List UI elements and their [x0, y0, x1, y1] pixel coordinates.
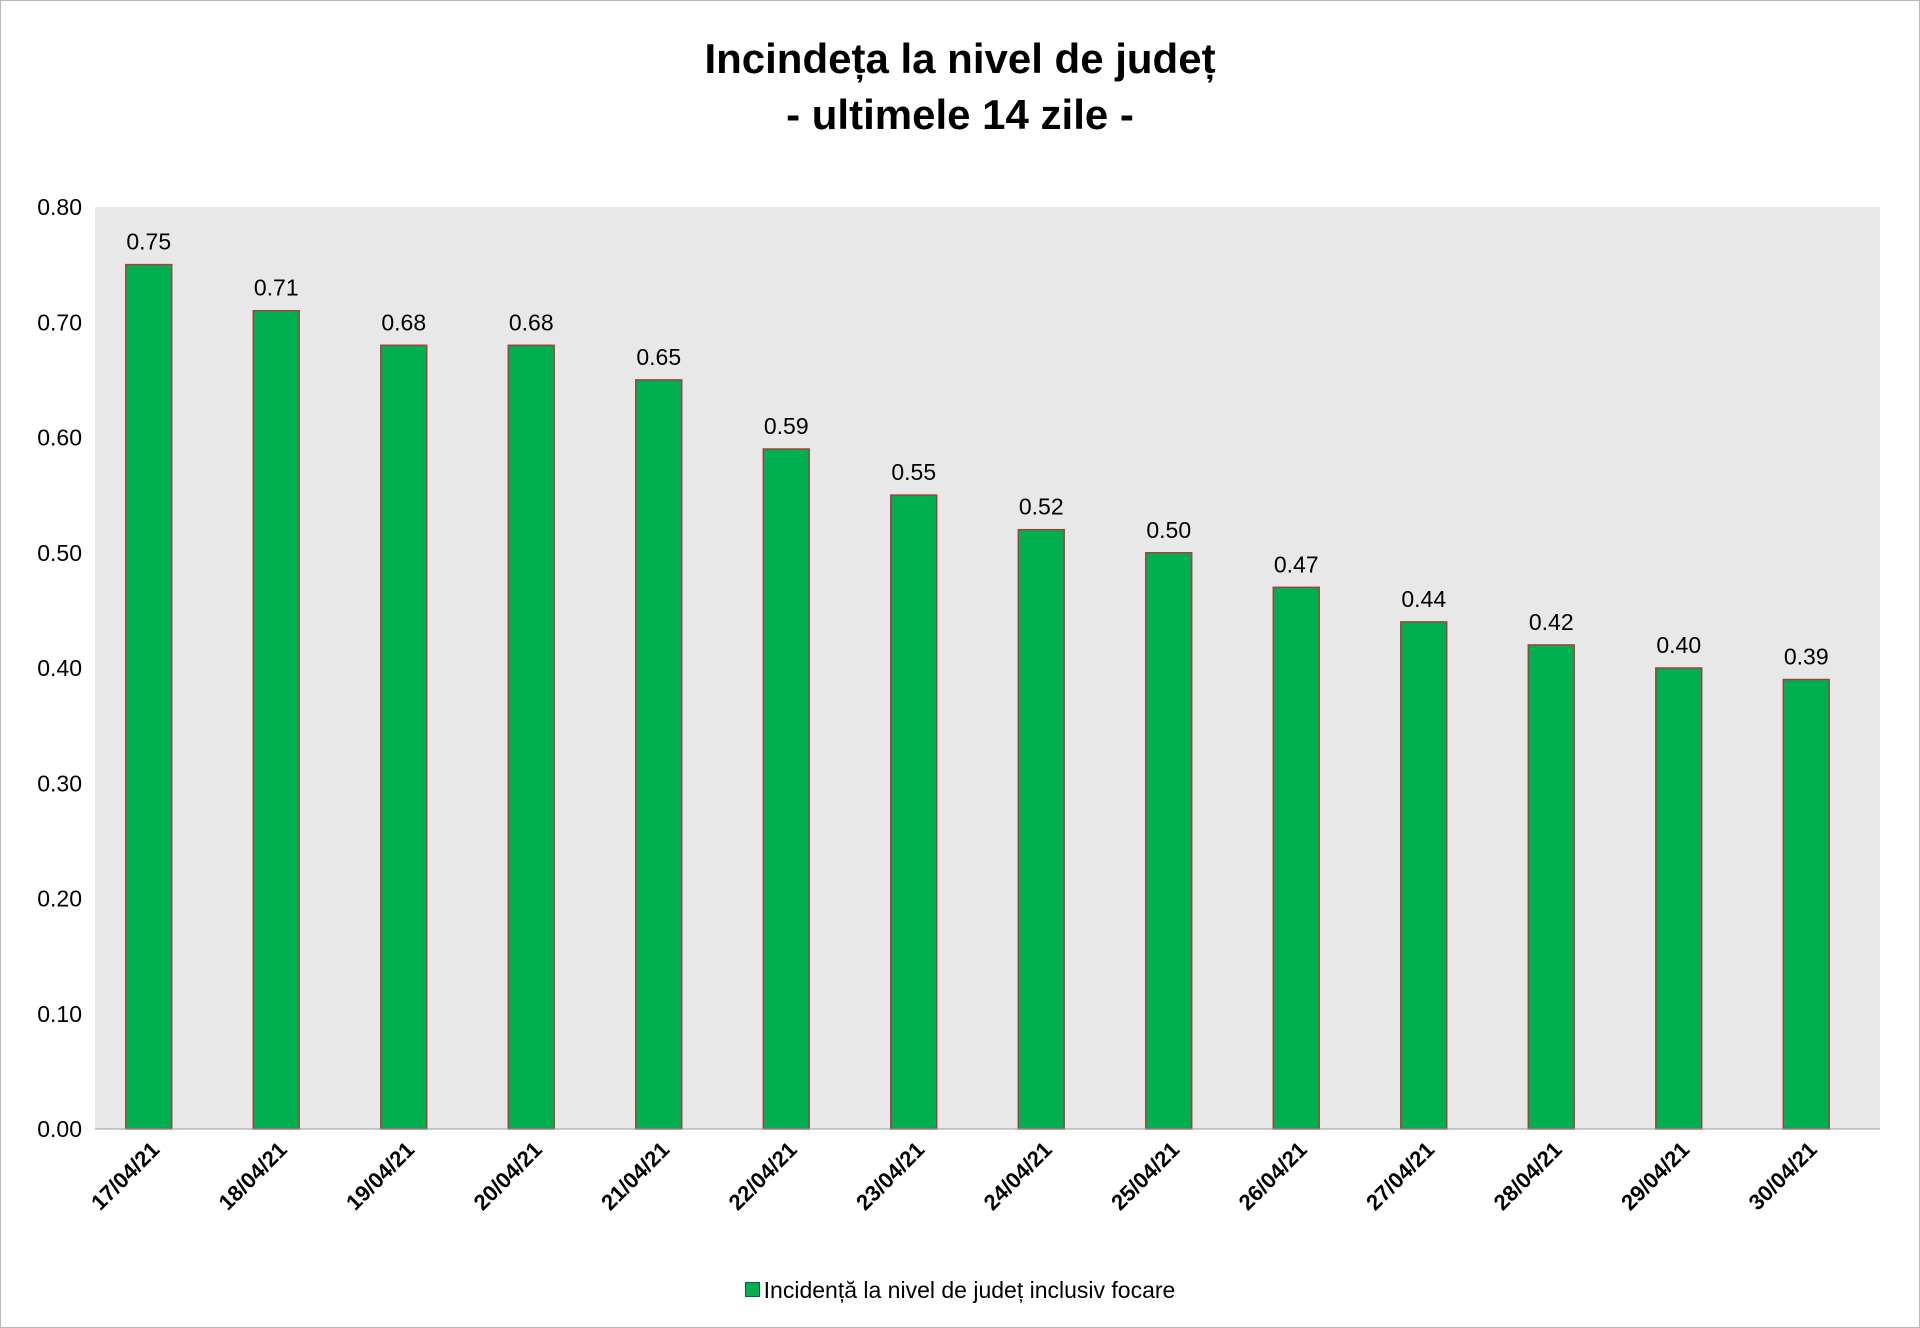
data-label: 0.44: [1401, 586, 1446, 612]
bar-23/04/21: [890, 494, 938, 1130]
bar-21/04/21: [635, 379, 683, 1130]
legend: Incidență la nivel de județ inclusiv foc…: [0, 1277, 1920, 1304]
x-tick-label: 20/04/21: [469, 1137, 547, 1215]
y-tick-label: 0.80: [37, 194, 82, 220]
bar-chart: 0.00 0.10 0.20 0.30 0.40 0.50 0.60 0.70 0.80 0.75…: [37, 194, 1880, 1215]
data-label: 0.68: [509, 309, 554, 335]
bar-22/04/21: [762, 448, 810, 1130]
x-tick-label: 27/04/21: [1361, 1137, 1439, 1215]
x-tick-label: 29/04/21: [1616, 1137, 1694, 1215]
bar-24/04/21: [1017, 528, 1065, 1130]
data-label: 0.59: [764, 413, 809, 439]
bar-19/04/21: [380, 344, 428, 1130]
data-label: 0.39: [1784, 644, 1829, 670]
y-tick-label: 0.10: [37, 1001, 82, 1027]
y-tick-label: 0.60: [37, 425, 82, 451]
bar-18/04/21: [252, 309, 300, 1130]
x-tick-label: 17/04/21: [86, 1137, 164, 1215]
bar-25/04/21: [1145, 552, 1193, 1130]
data-label: 0.75: [126, 229, 171, 255]
bar-28/04/21: [1527, 644, 1575, 1130]
y-tick-label: 0.40: [37, 655, 82, 681]
y-tick-label: 0.00: [37, 1116, 82, 1142]
data-label: 0.50: [1146, 517, 1191, 543]
y-tick-label: 0.50: [37, 540, 82, 566]
data-label: 0.65: [636, 344, 681, 370]
bar-20/04/21: [507, 344, 555, 1130]
x-tick-label: 30/04/21: [1744, 1137, 1822, 1215]
plot-area: [95, 207, 1880, 1129]
chart-title: Incindeța la nivel de județ: [704, 35, 1216, 82]
y-tick-label: 0.20: [37, 886, 82, 912]
data-label: 0.52: [1019, 494, 1064, 520]
y-tick-label: 0.70: [37, 309, 82, 335]
data-label: 0.68: [381, 309, 426, 335]
x-tick-label: 25/04/21: [1106, 1137, 1184, 1215]
bar-17/04/21: [125, 263, 173, 1130]
x-tick-label: 21/04/21: [596, 1137, 674, 1215]
x-tick-label: 23/04/21: [851, 1137, 929, 1215]
chart-subtitle: - ultimele 14 zile -: [786, 91, 1134, 138]
legend-swatch: [744, 1282, 760, 1297]
x-tick-label: 19/04/21: [341, 1137, 419, 1215]
x-tick-label: 24/04/21: [979, 1137, 1057, 1215]
data-label: 0.42: [1529, 609, 1574, 635]
y-tick-label: 0.30: [37, 770, 82, 796]
legend-label: Incidență la nivel de județ inclusiv foc…: [763, 1277, 1176, 1303]
data-label: 0.47: [1274, 551, 1319, 577]
data-label: 0.71: [254, 275, 299, 301]
bar-27/04/21: [1400, 621, 1448, 1130]
bar-29/04/21: [1655, 667, 1703, 1130]
x-tick-label: 26/04/21: [1234, 1137, 1312, 1215]
data-label: 0.55: [891, 459, 936, 485]
x-tick-label: 28/04/21: [1489, 1137, 1567, 1215]
data-label: 0.40: [1656, 632, 1701, 658]
bar-30/04/21: [1782, 678, 1830, 1130]
bar-26/04/21: [1272, 586, 1320, 1130]
x-tick-label: 22/04/21: [724, 1137, 802, 1215]
x-tick-label: 18/04/21: [214, 1137, 292, 1215]
